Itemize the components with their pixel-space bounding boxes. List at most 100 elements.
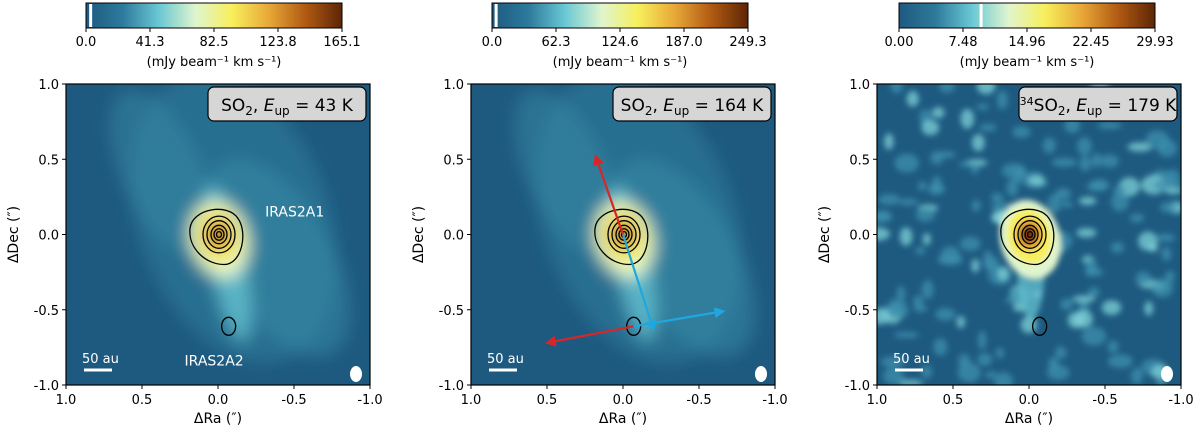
noise-blob [1111,192,1129,212]
noise-blob [880,356,905,368]
x-tick-label: 1.0 [461,393,482,408]
y-tick-label: -1.0 [845,379,870,394]
noise-blob [1042,137,1056,154]
title-sep: , [652,96,663,116]
noise-blob [921,119,940,136]
outflow-arrow [593,154,625,235]
species-name: SO [221,96,245,116]
title-box [1018,86,1178,122]
y-tick-label: 0.0 [38,229,59,244]
noise-blob [1166,169,1180,185]
x-tick-label: 0.0 [1019,393,1040,408]
noise-blob [995,347,1005,359]
colorbar-tick-label: 14.96 [1008,35,1045,50]
panel-3: 0.00 7.48 14.96 22.45 29.93 (mJy beam⁻¹ km s⁻… [817,2,1194,427]
noise-blob [877,308,890,325]
x-tick-label: 1.0 [867,393,888,408]
x-tick-label: -0.5 [686,393,711,408]
noise-blob [877,227,891,241]
y-tick-label: 1.0 [849,78,870,93]
noise-blob [890,84,903,94]
colorbar-tick-label: 0.00 [885,35,914,50]
colorbar-tick-label: 62.3 [542,35,571,50]
contours [189,208,244,266]
scalebar-label: 50 au [82,352,119,367]
beam-ellipse [350,366,362,382]
noise-blob [997,267,1009,281]
noise-blob [896,285,906,303]
noise-blob [983,250,993,270]
noise-blob [893,331,919,339]
noise-blob [959,161,971,168]
eup-value: = 43 K [290,96,354,116]
y-tick-label: 0.0 [849,229,870,244]
contour-level [213,228,225,241]
contour-outer [1000,208,1055,266]
noise-blob [958,353,971,369]
noise-blob [921,364,932,379]
contour-level [215,230,223,239]
source-label-iras2a1: IRAS2A1 [265,204,324,220]
colorbar [898,2,1156,29]
noise-blob [1089,179,1110,191]
intensity-map: 50 au IRAS2A1 IRAS2A2 [66,84,370,385]
noise-blob [933,338,948,356]
noise-blob [1055,187,1072,200]
x-tick-label: -0.5 [1092,393,1117,408]
noise-blob [1081,326,1107,346]
noise-blob [932,106,945,119]
noise-blob [977,330,987,350]
noise-blob [899,227,913,246]
noise-blob [898,198,919,206]
colorbar-label: (mJy beam⁻¹ km s⁻¹) [147,55,282,70]
eup-value: = 164 K [689,96,764,116]
noise-blob [1028,175,1046,186]
intensity-map: 50 au [877,84,1181,385]
noise-blob [898,379,923,385]
colorbar [491,2,749,29]
noise-blob [956,315,966,329]
colorbar-tick-label: 123.8 [259,35,296,50]
noise-blob [996,90,1008,110]
colorbar-tick-label: 0.0 [482,35,503,50]
noise-blob [1072,295,1096,303]
y-tick-label: 0.5 [38,153,59,168]
colorbar-tick-label: 249.3 [729,35,766,50]
contour-level [210,224,228,245]
noise-blob [1061,200,1073,208]
panel-title: SO2, Eup = 164 K [621,96,765,118]
noise-blob [1107,340,1119,353]
contour-level [1026,230,1034,239]
noise-blob [1110,241,1124,253]
noise-blob [1077,137,1092,156]
panel-2: 0.0 62.3 124.6 187.0 249.3 (mJy beam⁻¹ km s⁻¹… [411,2,788,427]
eup-sub: up [674,104,689,118]
noise-blob [971,199,981,212]
colorbar-tick-label: 82.5 [200,35,229,50]
noise-blob [913,295,924,308]
noise-blob [1074,310,1094,328]
y-tick-label: 0.0 [443,229,464,244]
species-sub: 2 [245,104,253,118]
isotope-sup: 34 [1020,95,1034,108]
y-tick-label: 1.0 [443,78,464,93]
noise-blob [877,212,892,222]
extended-emission [204,158,351,357]
colorbar-label: (mJy beam⁻¹ km s⁻¹) [553,55,688,70]
noise-blob [921,279,934,299]
noise-blob [930,151,944,165]
noise-blob [939,84,955,93]
x-tick-label: 0.5 [537,393,558,408]
y-axis-label: ΔDec (″) [411,206,427,263]
noise-blob [1051,157,1077,168]
contour-level [1013,215,1047,254]
panel-title: 34SO2, Eup = 179 K [1020,95,1178,118]
noise-blob [884,133,894,150]
x-tick-label: 0.0 [208,393,229,408]
title-box [612,86,772,122]
title-sep: , [253,96,264,116]
noise-blob [1113,185,1127,196]
noise-blob [1161,246,1172,262]
noise-blob [1164,187,1181,195]
iras2a2-contour [625,316,642,336]
